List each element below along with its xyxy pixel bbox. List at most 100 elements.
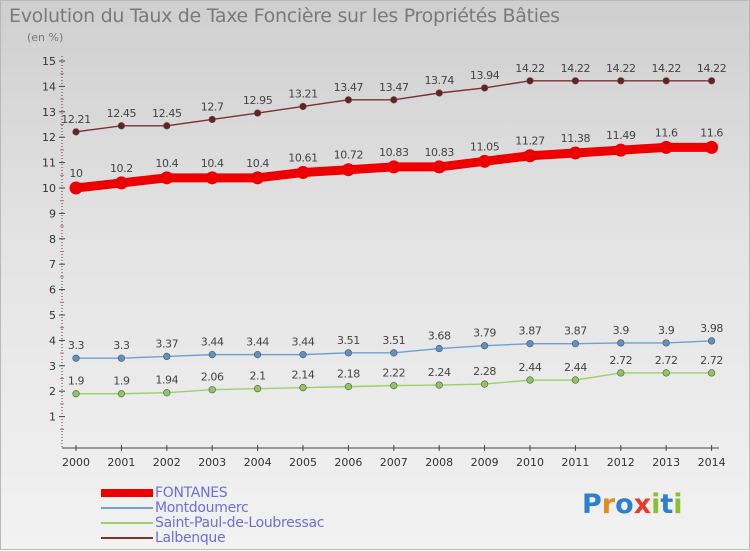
data-point <box>526 77 534 85</box>
x-tick-label: 2004 <box>244 456 272 469</box>
data-point <box>163 122 171 130</box>
data-label: 1.94 <box>155 374 178 387</box>
x-tick-label: 2005 <box>289 456 317 469</box>
data-label: 13.21 <box>288 87 318 100</box>
data-label: 14.22 <box>651 62 681 75</box>
logo-letter: o <box>615 489 634 520</box>
data-label: 2.18 <box>337 368 360 381</box>
data-label: 2.06 <box>201 371 224 384</box>
legend-swatch <box>101 488 153 497</box>
data-label: 11.38 <box>561 132 591 145</box>
data-label: 3.44 <box>246 336 269 349</box>
data-point <box>254 109 262 117</box>
legend-swatch <box>101 521 153 524</box>
data-point <box>435 89 443 97</box>
data-label: 11.05 <box>470 140 500 153</box>
data-label: 2.44 <box>564 361 587 374</box>
data-label: 3.51 <box>337 334 360 347</box>
data-label: 13.47 <box>379 81 409 94</box>
data-label: 10.83 <box>424 146 454 159</box>
x-tick-label: 2011 <box>561 456 589 469</box>
chart-legend: FONTANES Montdoumerc Saint-Paul-de-Loubres… <box>101 485 325 546</box>
data-label: 12.7 <box>201 100 224 113</box>
y-tick-label: 12 <box>42 131 56 144</box>
logo-letter: r <box>601 489 616 520</box>
data-label: 13.94 <box>470 69 500 82</box>
data-point <box>69 181 83 195</box>
data-label: 3.44 <box>292 336 315 349</box>
data-label: 12.95 <box>243 94 273 107</box>
data-label: 3.68 <box>428 330 451 343</box>
y-tick-label: 2 <box>49 385 56 398</box>
x-tick-label: 2010 <box>516 456 544 469</box>
logo-letter: P <box>582 489 602 520</box>
x-tick-label: 2003 <box>198 456 226 469</box>
data-label: 3.87 <box>564 325 587 338</box>
data-label: 12.45 <box>107 107 137 120</box>
data-point <box>707 369 716 377</box>
y-tick-label: 3 <box>49 360 56 373</box>
legend-label: Montdoumerc <box>155 499 249 516</box>
data-label: 3.9 <box>613 324 630 337</box>
data-point <box>299 102 307 111</box>
data-label: 10.61 <box>288 152 318 165</box>
y-tick-label: 11 <box>42 157 56 170</box>
data-point <box>344 349 353 357</box>
x-tick-label: 2007 <box>380 456 408 469</box>
data-point <box>435 344 443 353</box>
data-label: 11.6 <box>655 126 678 139</box>
data-label: 12.45 <box>152 107 182 120</box>
data-label: 3.51 <box>382 334 405 347</box>
legend-label: Lalbenque <box>155 529 226 546</box>
data-point <box>523 149 537 163</box>
data-point <box>617 369 625 377</box>
legend-item: Montdoumerc <box>101 499 324 516</box>
data-label: 10.4 <box>246 157 269 170</box>
data-point <box>705 140 719 154</box>
data-point <box>707 77 716 85</box>
y-tick-label: 9 <box>49 207 56 220</box>
y-tick-label: 14 <box>42 80 56 93</box>
data-point <box>617 339 625 347</box>
data-point <box>205 171 219 185</box>
data-label: 11.49 <box>606 129 636 142</box>
data-label: 2.28 <box>473 365 496 378</box>
data-point <box>707 337 716 345</box>
data-point <box>254 385 262 393</box>
data-point <box>341 163 355 177</box>
data-label: 10.4 <box>155 157 178 170</box>
data-point <box>481 84 489 92</box>
data-label: 3.79 <box>473 327 496 340</box>
x-tick-label: 2012 <box>607 456 635 469</box>
data-point <box>571 340 580 348</box>
data-point <box>296 166 310 180</box>
data-point <box>72 390 80 398</box>
x-tick-label: 2006 <box>334 456 362 469</box>
data-point <box>662 339 670 347</box>
data-label: 2.72 <box>655 354 678 367</box>
legend-item: FONTANES <box>101 485 324 501</box>
x-tick-label: 2013 <box>652 456 680 469</box>
x-tick-label: 2014 <box>698 456 726 469</box>
data-label: 2.44 <box>519 361 542 374</box>
data-label: 3.3 <box>113 339 130 352</box>
data-point <box>344 96 353 104</box>
y-tick-label: 15 <box>42 55 56 68</box>
data-label: 10.83 <box>379 146 409 159</box>
proxiti-logo: Proxiti <box>582 489 683 520</box>
data-point <box>617 77 625 85</box>
y-tick-label: 8 <box>49 233 56 246</box>
x-tick-label: 2001 <box>107 456 135 469</box>
data-point <box>117 122 125 130</box>
data-point <box>662 369 670 377</box>
data-point <box>478 154 492 168</box>
data-label: 2.72 <box>609 354 632 367</box>
data-point <box>526 376 534 384</box>
legend-label: Saint-Paul-de-Loubressac <box>155 514 325 531</box>
logo-letter: t <box>660 489 674 520</box>
data-label: 3.3 <box>68 339 85 352</box>
y-tick-label: 7 <box>49 258 56 271</box>
data-label: 14.22 <box>606 62 636 75</box>
y-tick-label: 6 <box>49 284 56 297</box>
